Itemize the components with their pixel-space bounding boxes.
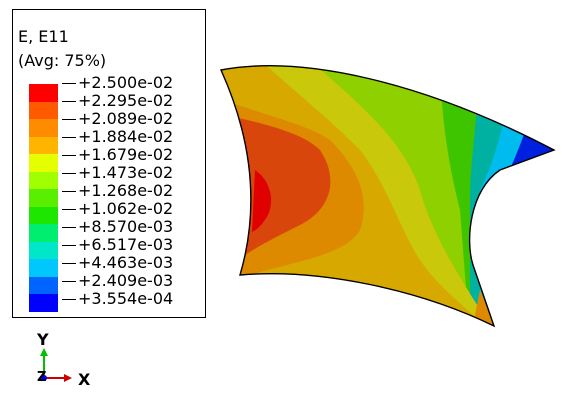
legend-label: +4.463e-03 [62, 254, 173, 272]
legend-label: +2.500e-02 [62, 74, 173, 92]
legend-label: +1.473e-02 [62, 164, 173, 182]
legend-value: +2.500e-02 [78, 73, 174, 92]
legend-tick [62, 82, 76, 84]
z-axis-dot [41, 375, 47, 381]
legend-tick [62, 136, 76, 138]
legend-swatch [29, 276, 58, 294]
legend-label: +1.062e-02 [62, 200, 173, 218]
axis-x-label: X [78, 370, 91, 389]
legend-tick [62, 172, 76, 174]
legend-value: +1.268e-02 [78, 181, 174, 200]
legend-value: +6.517e-03 [78, 235, 174, 254]
legend-value: +1.473e-02 [78, 163, 174, 182]
legend-swatch [29, 294, 58, 312]
legend-swatch [29, 101, 58, 119]
legend-tick [62, 190, 76, 192]
legend-swatch [29, 136, 58, 154]
legend-swatch [29, 224, 58, 242]
legend-label: +1.268e-02 [62, 182, 173, 200]
legend-title: E, E11 [18, 27, 69, 46]
legend-label: +1.679e-02 [62, 146, 173, 164]
legend-label: +2.295e-02 [62, 92, 173, 110]
legend-tick [62, 280, 76, 282]
legend-swatch [29, 259, 58, 277]
legend-value: +1.884e-02 [78, 127, 174, 146]
legend-swatch [29, 241, 58, 259]
legend-subtitle: (Avg: 75%) [18, 51, 107, 70]
legend-label: +3.554e-04 [62, 290, 173, 308]
legend-value: +2.409e-03 [78, 271, 174, 290]
coordinate-triad [40, 348, 72, 382]
legend-value: +4.463e-03 [78, 253, 174, 272]
corner-orange-patch [470, 290, 500, 326]
legend-tick [62, 226, 76, 228]
legend-tick [62, 100, 76, 102]
legend-tick [62, 154, 76, 156]
legend-label: +2.409e-03 [62, 272, 173, 290]
legend-value: +1.679e-02 [78, 145, 174, 164]
legend-tick [62, 118, 76, 120]
legend-tick [62, 244, 76, 246]
legend-value: +3.554e-04 [78, 289, 174, 308]
legend-value: +1.062e-02 [78, 199, 174, 218]
legend-label: +8.570e-03 [62, 218, 173, 236]
legend-swatch [29, 171, 58, 189]
axis-y-label: Y [37, 330, 49, 349]
legend-swatch [29, 154, 58, 172]
legend-swatch [29, 119, 58, 137]
legend-value: +2.295e-02 [78, 91, 174, 110]
legend-value: +2.089e-02 [78, 109, 174, 128]
axis-z-label: Z [37, 370, 47, 385]
band-red [252, 170, 272, 232]
legend-swatch [29, 189, 58, 207]
model-outline [219, 65, 556, 328]
legend-label: +2.089e-02 [62, 110, 173, 128]
legend-color-scale [29, 84, 58, 312]
legend-tick [62, 262, 76, 264]
legend-value: +8.570e-03 [78, 217, 174, 236]
legend-label: +1.884e-02 [62, 128, 173, 146]
legend-labels: +2.500e-02 +2.295e-02 +2.089e-02 +1.884e-02… [62, 74, 173, 308]
legend-label: +6.517e-03 [62, 236, 173, 254]
legend-tick [62, 208, 76, 210]
legend-swatch [29, 84, 58, 102]
legend-tick [62, 298, 76, 300]
legend-swatch [29, 206, 58, 224]
